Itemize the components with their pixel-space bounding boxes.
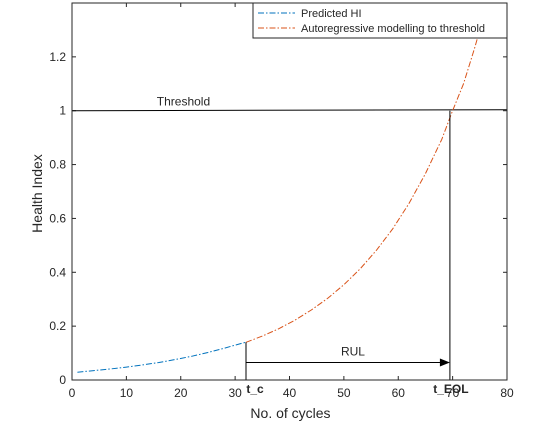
rul-label: RUL <box>341 344 365 358</box>
x-tick-label: 80 <box>500 386 514 400</box>
y-tick-label: 0.2 <box>49 319 66 333</box>
legend-box <box>252 2 508 39</box>
x-axis-label: No. of cycles <box>250 405 330 421</box>
x-tick-label: 70 <box>446 386 460 400</box>
y-tick-label: 0 <box>59 373 66 387</box>
rul-arrow-head <box>439 358 450 367</box>
plot-area <box>72 3 507 380</box>
y-tick-label: 1 <box>59 104 66 118</box>
x-tick-label: 10 <box>120 386 134 400</box>
y-tick-label: 0.4 <box>49 265 66 279</box>
y-tick-label: 1.2 <box>49 50 66 64</box>
series-line-1 <box>245 29 481 343</box>
x-tick-label: 60 <box>392 386 406 400</box>
legend-entry-predicted-hi: Predicted HI <box>301 8 362 20</box>
marker-label-teol: t_EOL <box>433 382 468 396</box>
legend: Predicted HI Autoregressive modelling to… <box>252 2 508 39</box>
y-tick-label: 0.6 <box>49 211 66 225</box>
threshold-label: Threshold <box>157 95 210 109</box>
marker-label-tc: t_c <box>246 382 264 396</box>
x-tick-label: 50 <box>337 386 351 400</box>
x-tick-label: 30 <box>228 386 242 400</box>
x-tick-label: 40 <box>283 386 297 400</box>
series-line-0 <box>77 341 247 373</box>
threshold-line <box>71 109 508 112</box>
legend-entry-autoregressive: Autoregressive modelling to threshold <box>301 23 485 35</box>
x-tick-label: 0 <box>69 386 76 400</box>
y-tick-label: 0.8 <box>49 158 66 172</box>
y-axis-label: Health Index <box>29 154 45 233</box>
x-tick-label: 20 <box>174 386 188 400</box>
